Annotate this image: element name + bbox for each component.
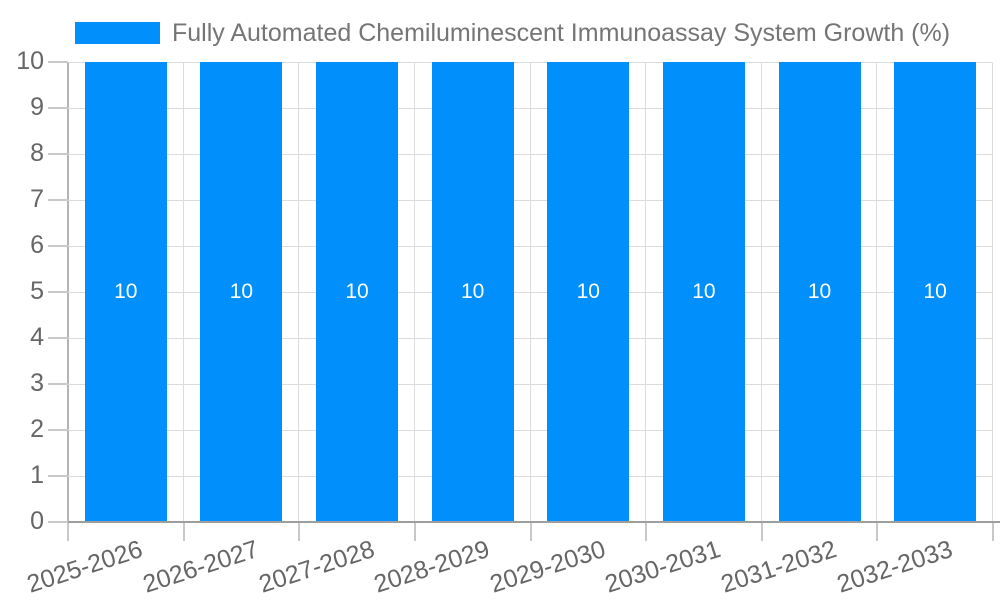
grid-line-horizontal [68, 200, 993, 201]
bar[interactable]: 10 [778, 62, 861, 522]
y-axis-tick [48, 61, 68, 63]
bar-value-label: 10 [345, 280, 369, 303]
legend-label: Fully Automated Chemiluminescent Immunoa… [172, 19, 951, 47]
x-axis-tick [992, 523, 994, 541]
x-axis-tick [298, 523, 301, 541]
y-axis-tick [48, 429, 68, 431]
x-axis-tick [67, 523, 69, 541]
grid-line-vertical [182, 62, 184, 522]
grid-line-horizontal [68, 108, 993, 109]
y-axis-tick-label: 4 [30, 323, 44, 351]
y-axis-tick [48, 475, 68, 477]
grid-line-vertical [992, 62, 993, 522]
bar[interactable]: 10 [84, 62, 167, 522]
grid-line-horizontal [68, 292, 993, 293]
x-axis-tick [876, 523, 879, 541]
grid-line-horizontal [68, 62, 993, 63]
x-axis-tick-label: 2031-2032 [717, 535, 840, 599]
x-axis-tick [529, 523, 532, 541]
bar[interactable]: 10 [894, 62, 977, 522]
bar[interactable]: 10 [662, 62, 745, 522]
x-axis-tick-label: 2026-2027 [139, 535, 262, 599]
grid-line-horizontal [68, 246, 993, 247]
bar[interactable]: 10 [200, 62, 283, 522]
chart-legend[interactable]: Fully Automated Chemiluminescent Immunoa… [75, 20, 950, 46]
bar[interactable]: 10 [431, 62, 514, 522]
x-axis-tick [182, 523, 185, 541]
x-axis-tick-label: 2028-2029 [370, 535, 494, 599]
bar[interactable]: 10 [547, 62, 630, 522]
y-axis-tick [48, 107, 68, 109]
grid-line-vertical [645, 62, 647, 522]
y-axis-tick [48, 291, 68, 293]
legend-swatch-icon [75, 22, 160, 44]
grid-line-horizontal [68, 384, 993, 385]
y-axis-tick-label: 3 [30, 369, 44, 397]
x-axis-line [67, 521, 1000, 523]
x-axis-tick-label: 2030-2031 [601, 535, 725, 599]
y-axis-tick [48, 337, 68, 339]
y-axis-tick [48, 383, 68, 385]
y-axis-tick-label: 0 [30, 507, 44, 535]
y-axis-tick-label: 7 [30, 185, 44, 213]
y-axis-tick-label: 8 [30, 139, 44, 167]
y-axis-tick-label: 2 [30, 415, 44, 443]
bar-value-label: 10 [923, 280, 947, 303]
x-axis-tick-label: 2029-2030 [486, 535, 609, 599]
y-axis-tick-label: 10 [16, 47, 44, 75]
y-axis-tick [48, 199, 68, 201]
x-axis-tick-label: 2032-2033 [833, 535, 956, 599]
bar-value-label: 10 [576, 280, 600, 303]
x-axis-tick [413, 523, 416, 541]
bar-value-label: 10 [114, 280, 138, 303]
grid-line-vertical [529, 62, 531, 522]
grid-line-horizontal [68, 476, 993, 477]
grid-line-vertical [876, 62, 878, 522]
y-axis-tick-label: 9 [30, 93, 44, 121]
y-axis-tick [48, 245, 68, 247]
x-axis-tick-label: 2025-2026 [23, 535, 147, 599]
x-axis-tick [760, 523, 763, 541]
y-axis-tick [48, 521, 68, 523]
grid-line-horizontal [68, 338, 993, 339]
grid-line-horizontal [68, 430, 993, 431]
grid-line-vertical [760, 62, 762, 522]
grid-line-vertical [298, 62, 300, 522]
bar-value-label: 10 [692, 280, 716, 303]
plot-area: 10 10 10 10 10 10 10 10 [68, 62, 993, 522]
bar-value-label: 10 [807, 280, 832, 303]
x-axis-tick [645, 523, 648, 541]
x-axis-tick-label: 2027-2028 [255, 535, 378, 599]
bar[interactable]: 10 [316, 62, 399, 522]
grid-line-vertical [413, 62, 415, 522]
bar-value-label: 10 [229, 280, 254, 303]
y-axis-tick-label: 6 [30, 231, 44, 259]
y-axis-tick-label: 1 [30, 461, 44, 489]
y-axis-tick [48, 153, 68, 155]
y-axis-tick-label: 5 [30, 277, 44, 305]
bar-value-label: 10 [461, 280, 485, 303]
grid-line-horizontal [68, 154, 993, 155]
